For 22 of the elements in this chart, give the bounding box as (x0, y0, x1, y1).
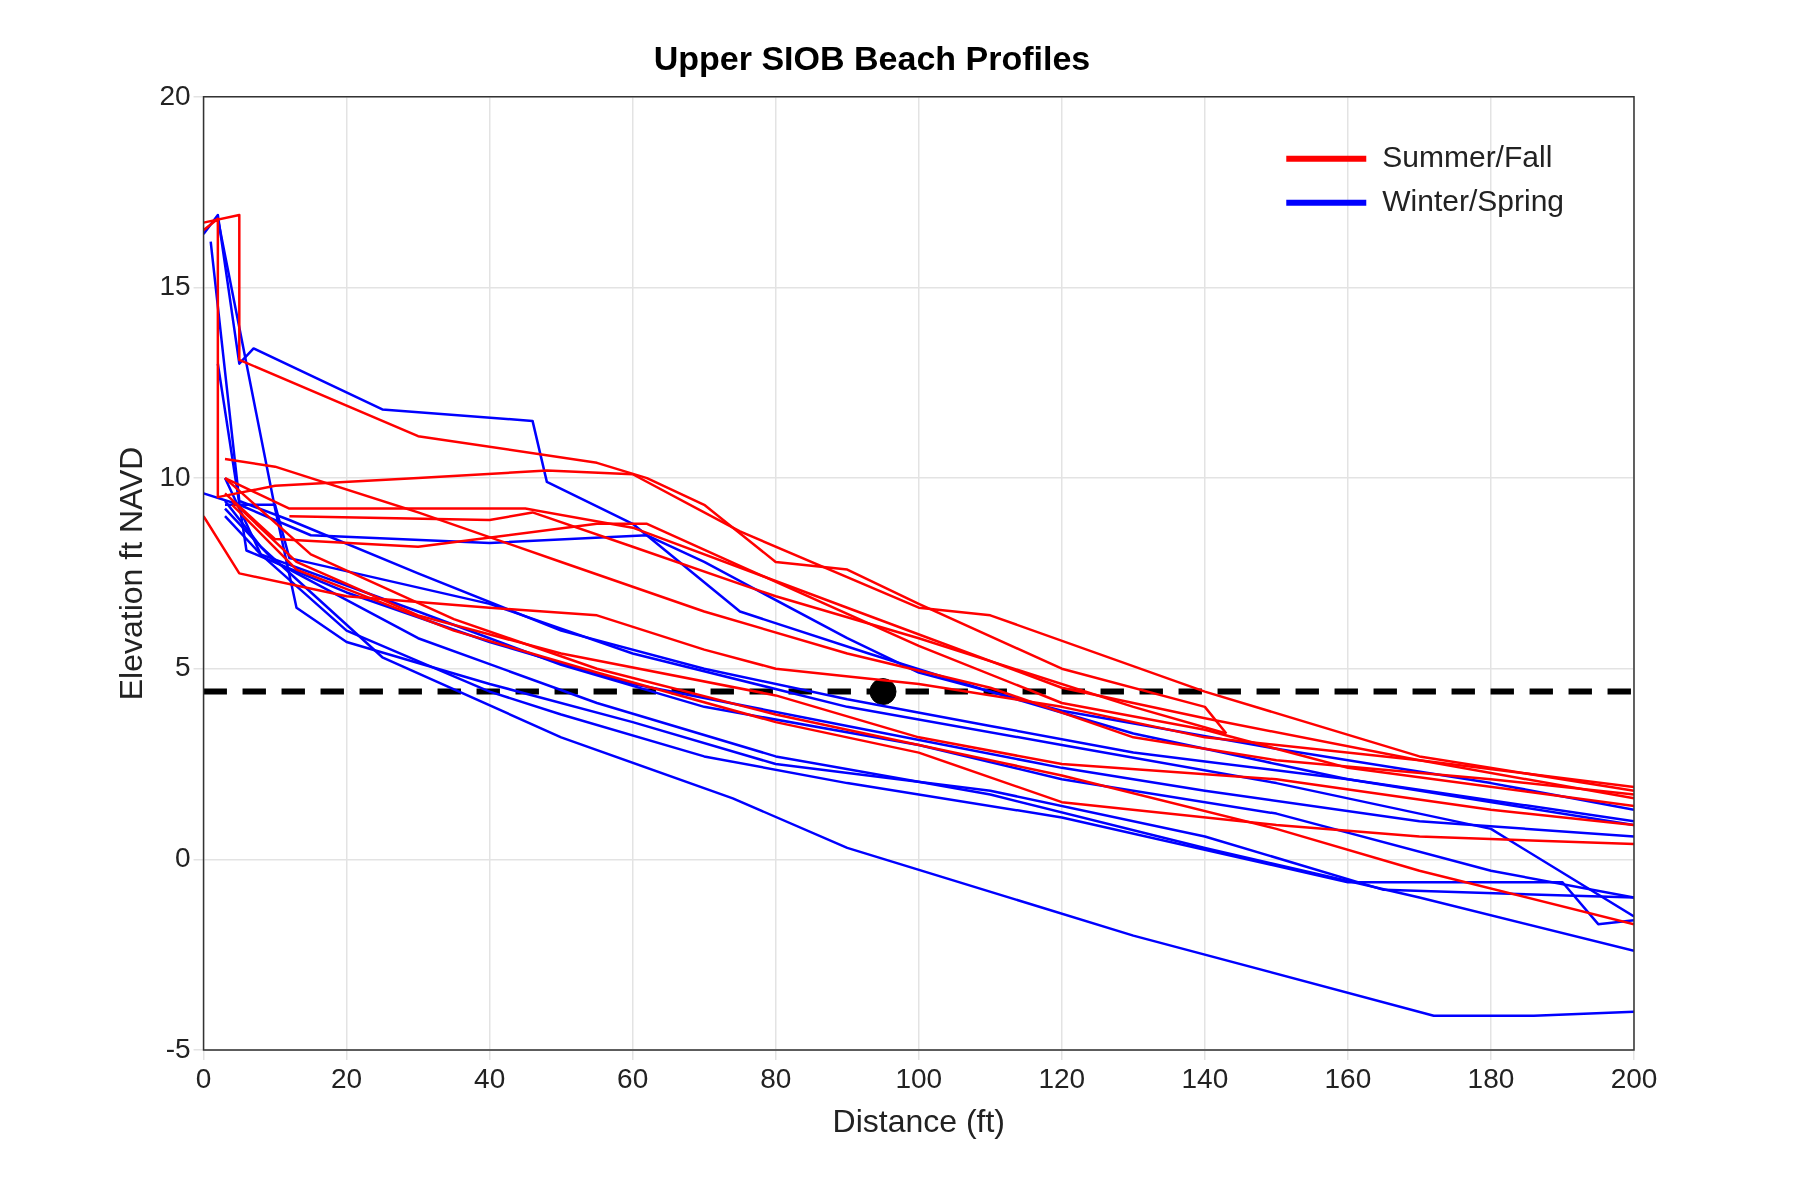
y-tick-label: 10 (159, 460, 191, 492)
y-tick-label: 5 (174, 651, 191, 683)
x-axis-title: Distance (ft) (832, 1102, 1006, 1139)
x-tick-label: 160 (1324, 1062, 1372, 1094)
y-tick-label: -5 (165, 1032, 191, 1064)
legend-label: Winter/Spring (1382, 184, 1565, 218)
y-tick-label: 15 (159, 270, 191, 302)
x-tick-label: 20 (331, 1062, 363, 1094)
x-tick-label: 60 (617, 1062, 649, 1094)
x-tick-label: 40 (474, 1062, 506, 1094)
x-tick-label: 140 (1181, 1062, 1229, 1094)
chart-title: Upper SIOB Beach Profiles (653, 38, 1091, 77)
x-tick-label: 100 (895, 1062, 943, 1094)
y-axis-title: Elevation ft NAVD (113, 446, 150, 701)
x-tick-label: 180 (1467, 1062, 1515, 1094)
x-tick-label: 200 (1610, 1062, 1658, 1094)
x-tick-label: 0 (195, 1062, 212, 1094)
legend-label: Summer/Fall (1382, 140, 1553, 174)
y-tick-label: 0 (174, 842, 191, 874)
x-tick-label: 120 (1038, 1062, 1086, 1094)
x-tick-label: 80 (760, 1062, 792, 1094)
y-tick-label: 20 (159, 79, 191, 111)
